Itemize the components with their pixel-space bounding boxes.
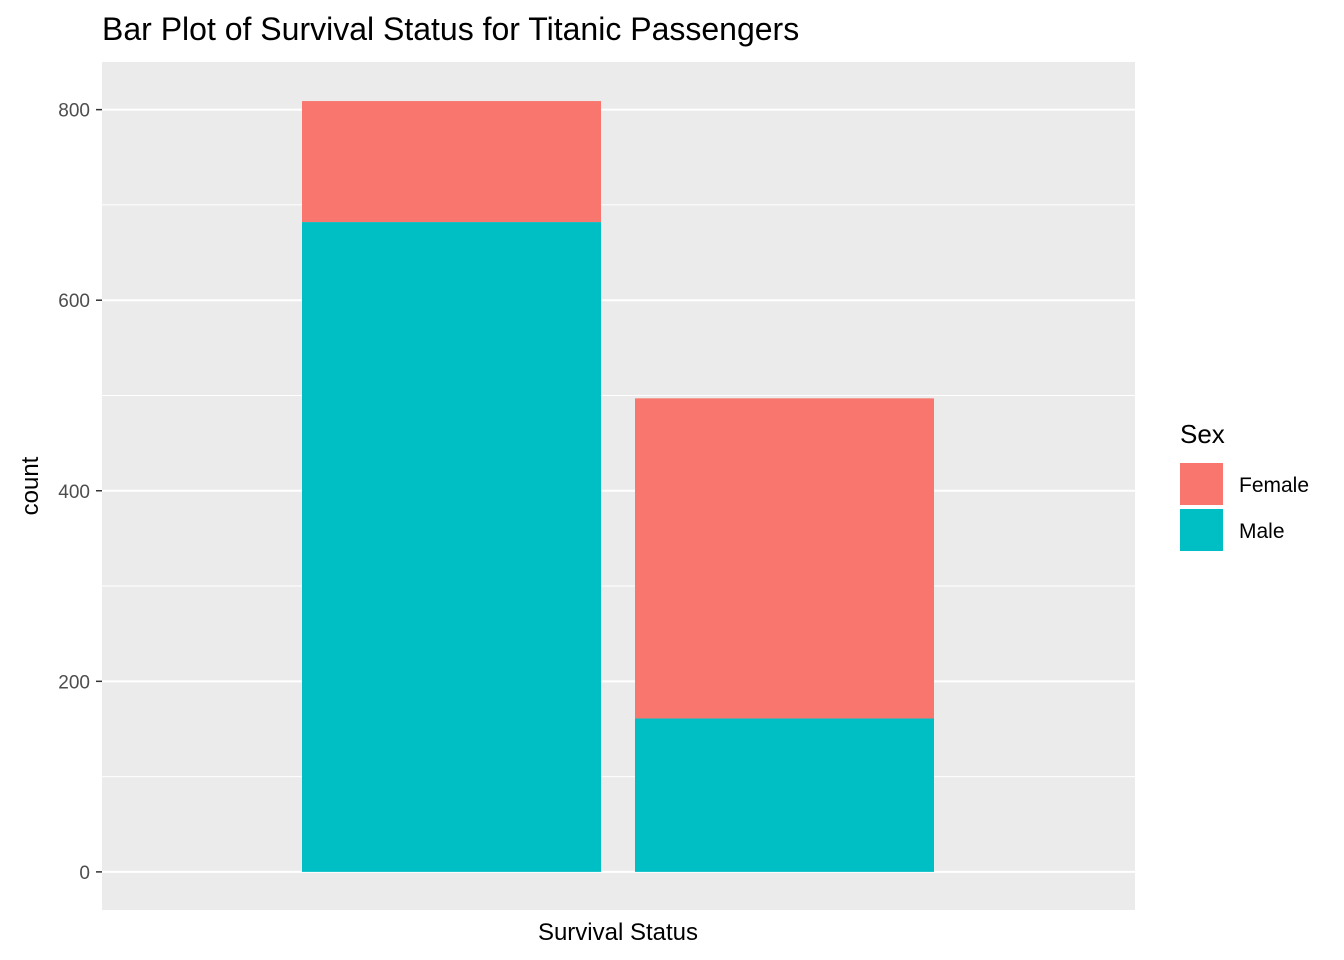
bar-segment-male — [302, 222, 601, 872]
y-tick-label: 200 — [58, 672, 90, 693]
y-tick-label: 0 — [79, 863, 90, 884]
x-axis-title: Survival Status — [538, 919, 698, 946]
y-tick-label: 400 — [58, 482, 90, 503]
bar-segment-male — [635, 718, 934, 872]
bar-segment-female — [635, 398, 934, 719]
major-gridlines — [102, 108, 1135, 873]
legend-key-male — [1180, 509, 1223, 551]
y-tick-label: 600 — [58, 291, 90, 312]
legend-title: Sex — [1180, 419, 1225, 449]
legend: Sex Female Male — [1180, 419, 1309, 551]
bar-segment-female — [302, 101, 601, 223]
y-axis-title: count — [17, 456, 44, 515]
chart-title: Bar Plot of Survival Status for Titanic … — [102, 11, 799, 47]
y-axis: 0 200 400 600 800 — [58, 101, 102, 884]
legend-key-female — [1180, 463, 1223, 505]
y-tick-label: 800 — [58, 101, 90, 122]
plot-panel — [102, 62, 1135, 910]
minor-gridlines — [102, 204, 1135, 778]
legend-label-female: Female — [1239, 474, 1309, 497]
bars-group — [302, 101, 934, 872]
legend-label-male: Male — [1239, 520, 1285, 543]
